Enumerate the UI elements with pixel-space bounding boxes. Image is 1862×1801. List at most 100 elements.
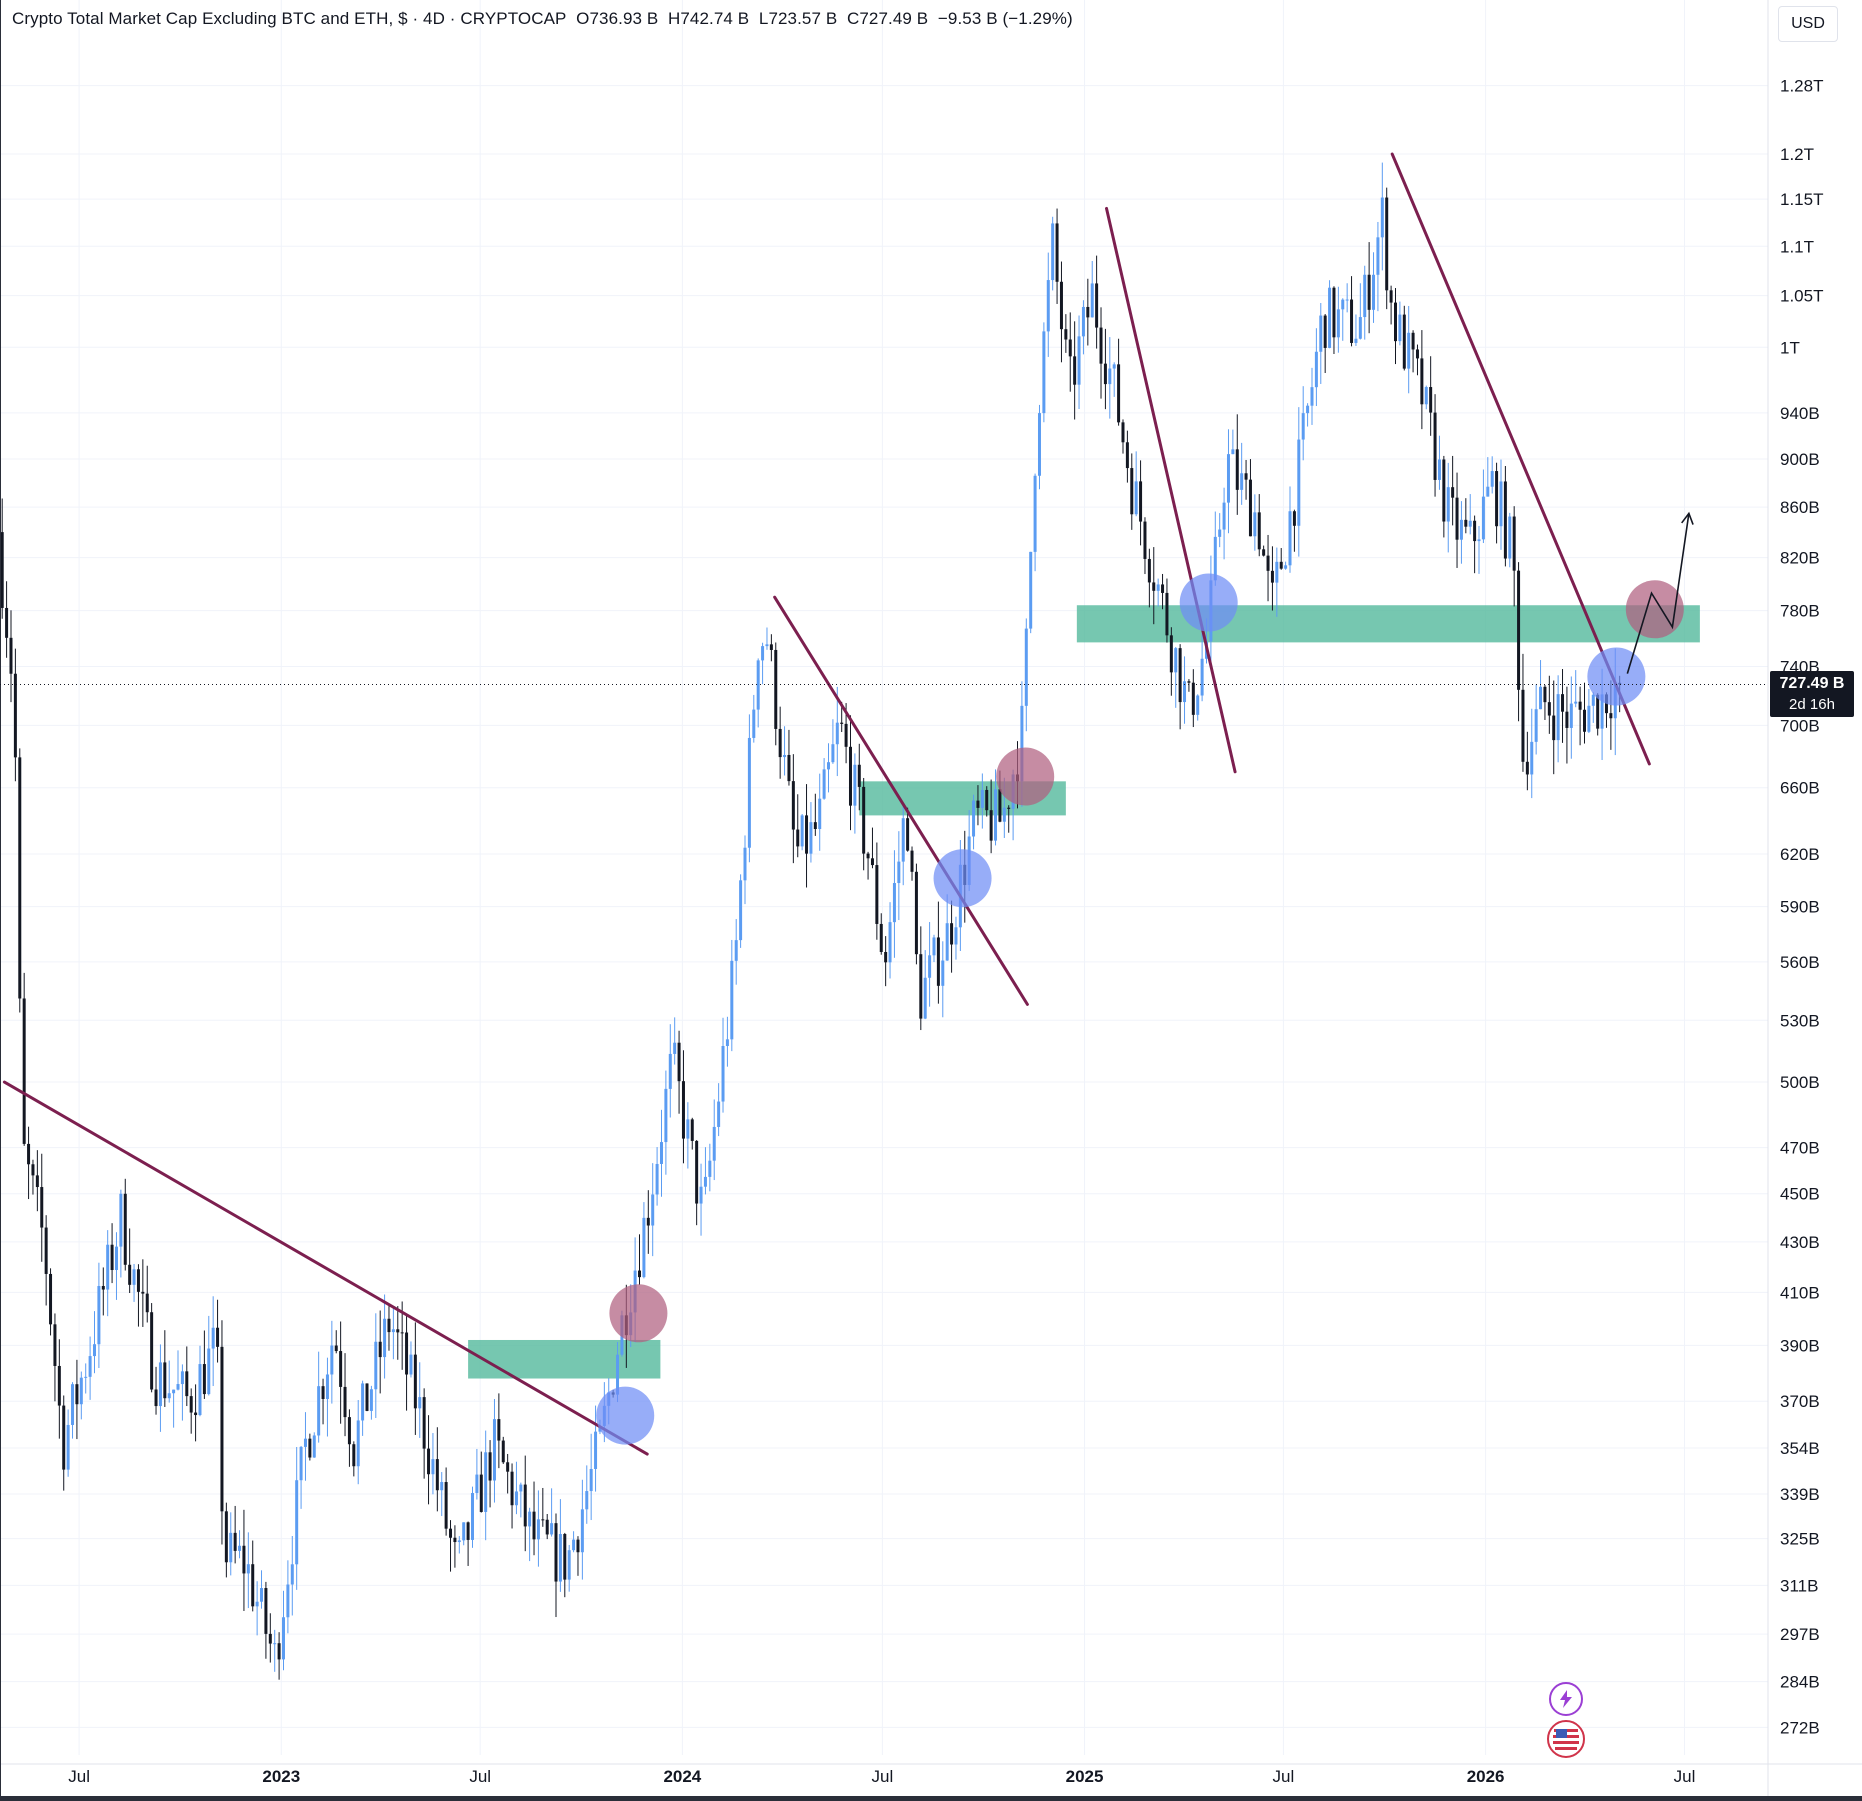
- candle-down: [523, 1484, 527, 1527]
- candle-up: [1275, 561, 1279, 583]
- candle-up: [119, 1193, 123, 1247]
- y-tick-label: 470B: [1780, 1139, 1820, 1158]
- signal-circles: [596, 573, 1684, 1445]
- candle-up: [97, 1286, 101, 1345]
- candle-down: [532, 1511, 536, 1540]
- y-tick-label: 1T: [1780, 338, 1800, 357]
- low-value: L723.57 B: [758, 9, 838, 28]
- candle-up: [106, 1244, 110, 1290]
- candle-down: [778, 728, 782, 758]
- candle-up: [897, 861, 901, 884]
- candle-down: [1262, 549, 1266, 556]
- candle-down: [681, 1081, 685, 1139]
- currency-button[interactable]: USD: [1778, 6, 1838, 42]
- candle-down: [1270, 570, 1274, 583]
- candle-up: [703, 1176, 707, 1187]
- candle-down: [1415, 349, 1419, 359]
- candle-up: [1090, 283, 1094, 318]
- candle-down: [866, 853, 870, 859]
- candle-up: [739, 880, 743, 941]
- candle-down: [1103, 363, 1107, 385]
- candlesticks: [0, 162, 1622, 1680]
- candle-up: [519, 1484, 523, 1492]
- candle-down: [1442, 459, 1446, 522]
- candle-down: [1464, 519, 1468, 527]
- candle-down: [479, 1474, 483, 1512]
- candle-up: [1556, 694, 1560, 741]
- candle-down: [1517, 570, 1521, 690]
- candle-down: [677, 1042, 681, 1082]
- candle-up: [765, 644, 769, 647]
- candle-up: [730, 960, 734, 1040]
- candle-down: [444, 1482, 448, 1529]
- symbol-title: Crypto Total Market Cap Excluding BTC an…: [12, 9, 567, 28]
- candle-up: [462, 1522, 466, 1541]
- candle-up: [1534, 709, 1538, 742]
- y-tick-label: 660B: [1780, 779, 1820, 798]
- candle-up: [1029, 551, 1033, 629]
- candle-up: [567, 1550, 571, 1580]
- candle-up: [717, 1101, 721, 1127]
- candle-down: [1503, 481, 1507, 559]
- candle-up: [1196, 695, 1200, 715]
- candle-up: [1336, 309, 1340, 338]
- candle-down: [1143, 521, 1147, 559]
- candle-down: [1521, 689, 1525, 762]
- candle-up: [1253, 512, 1257, 537]
- candle-down: [435, 1459, 439, 1491]
- candle-up: [1328, 287, 1332, 348]
- candle-up: [664, 1088, 668, 1143]
- candle-down: [251, 1564, 255, 1607]
- candle-up: [207, 1348, 211, 1395]
- candle-down: [40, 1187, 44, 1228]
- candle-up: [1033, 475, 1037, 552]
- blue-signal-circle: [1179, 573, 1238, 632]
- candle-down: [1455, 497, 1459, 540]
- candle-up: [1002, 807, 1006, 822]
- candle-down: [163, 1362, 167, 1399]
- y-tick-label: 500B: [1780, 1073, 1820, 1092]
- candle-down: [1389, 290, 1393, 303]
- trendline: [1105, 206, 1237, 774]
- candle-up: [317, 1386, 321, 1436]
- candle-down: [75, 1384, 79, 1405]
- candle-down: [796, 829, 800, 847]
- candle-down: [396, 1329, 400, 1333]
- candle-down: [1244, 473, 1248, 480]
- candle-down: [18, 757, 22, 999]
- candle-up: [954, 927, 958, 945]
- last-price-value: 727.49 B: [1779, 675, 1845, 692]
- candle-down: [1411, 332, 1415, 350]
- candle-down: [1117, 364, 1121, 423]
- candle-up: [1200, 658, 1204, 696]
- candle-down: [1433, 412, 1437, 480]
- candle-up: [330, 1345, 334, 1375]
- candle-down: [387, 1318, 391, 1333]
- candle-up: [831, 744, 835, 763]
- candle-down: [1055, 223, 1059, 282]
- candle-up: [594, 1431, 598, 1469]
- candle-up: [528, 1511, 532, 1527]
- candle-up: [941, 960, 945, 986]
- candle-up: [809, 822, 813, 854]
- candle-up: [356, 1420, 360, 1467]
- candle-up: [752, 709, 756, 738]
- candle-up: [712, 1126, 716, 1161]
- candle-up: [1301, 413, 1305, 440]
- candle-down: [101, 1286, 105, 1290]
- candle-up: [88, 1356, 92, 1377]
- candle-down: [154, 1389, 158, 1407]
- us-flag-icon[interactable]: [1547, 1720, 1585, 1758]
- candle-up: [79, 1377, 83, 1405]
- candle-up: [1587, 705, 1591, 732]
- candle-down: [427, 1448, 431, 1475]
- candle-up: [699, 1186, 703, 1204]
- candle-down: [1385, 197, 1389, 291]
- candle-up: [299, 1446, 303, 1481]
- candle-down: [506, 1462, 510, 1472]
- lightning-icon[interactable]: [1549, 1682, 1583, 1716]
- support-resistance-zone: [468, 1339, 661, 1379]
- candle-down: [488, 1452, 492, 1481]
